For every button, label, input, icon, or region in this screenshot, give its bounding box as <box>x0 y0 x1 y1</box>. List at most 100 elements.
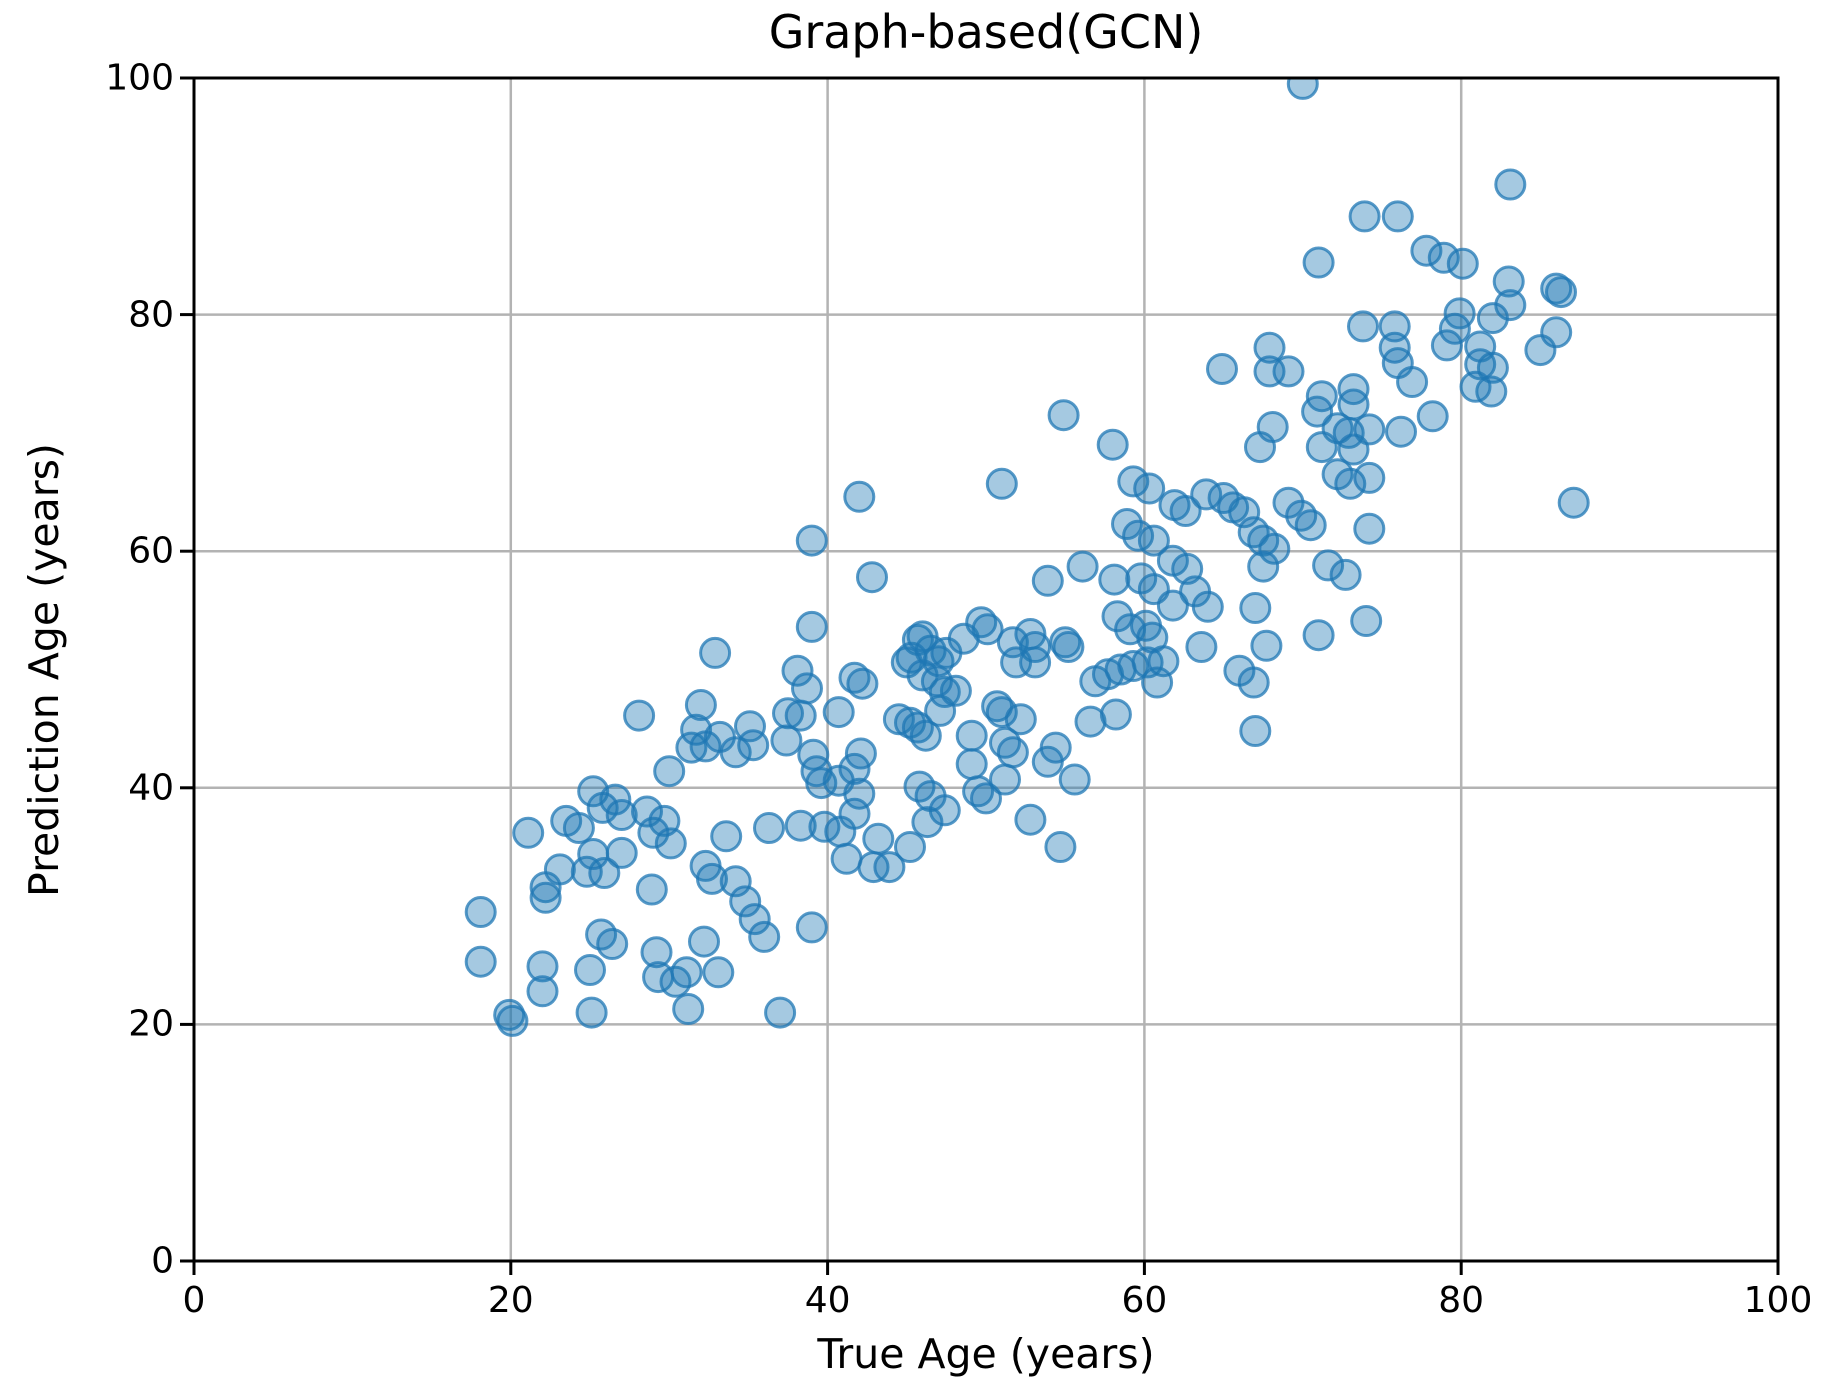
data-point <box>989 763 1021 796</box>
data-point <box>1353 461 1386 494</box>
data-point <box>577 838 610 870</box>
data-point <box>696 862 728 895</box>
y-tick-label: 100 <box>105 57 174 99</box>
data-point <box>753 812 785 844</box>
data-point <box>1557 486 1590 519</box>
data-point <box>873 851 906 884</box>
data-point <box>955 719 988 752</box>
data-point <box>596 928 629 960</box>
data-point <box>1117 465 1150 498</box>
data-point <box>1137 524 1170 557</box>
data-point <box>1353 413 1386 446</box>
data-point <box>729 885 762 918</box>
data-point <box>764 996 797 1029</box>
data-point <box>971 613 1004 646</box>
data-point <box>464 945 497 978</box>
data-point <box>684 689 717 721</box>
data-point <box>770 724 803 757</box>
data-point <box>909 719 942 752</box>
data-point <box>795 610 828 643</box>
data-point <box>830 842 863 875</box>
x-tick-label: 60 <box>1121 1280 1168 1321</box>
data-point <box>640 936 673 969</box>
data-point <box>911 806 944 839</box>
data-point <box>939 674 972 707</box>
data-point <box>894 831 926 863</box>
data-point <box>605 836 638 869</box>
data-point <box>1014 803 1047 836</box>
data-point <box>1066 550 1099 583</box>
data-point <box>1004 703 1037 736</box>
data-point <box>1141 666 1174 699</box>
data-point <box>928 794 961 827</box>
data-point <box>1378 310 1411 343</box>
data-point <box>1052 631 1085 663</box>
data-point <box>702 956 735 989</box>
data-point <box>1385 415 1417 448</box>
data-point <box>719 736 752 769</box>
data-point <box>1301 395 1334 428</box>
data-point <box>1247 550 1280 583</box>
data-point <box>1492 265 1525 298</box>
data-point <box>562 812 595 844</box>
data-point <box>906 620 939 653</box>
data-point <box>862 822 895 855</box>
data-point <box>1334 467 1367 500</box>
data-point <box>670 956 703 989</box>
x-tick-label: 20 <box>487 1280 534 1321</box>
data-point <box>1381 200 1414 233</box>
chart-title: Graph-based(GCN) <box>768 5 1204 59</box>
data-point <box>1545 276 1577 309</box>
data-point <box>699 636 732 669</box>
data-point <box>1302 246 1335 279</box>
data-point <box>955 748 988 781</box>
data-point <box>1353 512 1386 545</box>
y-tick-label: 60 <box>128 530 174 572</box>
y-tick-labels: 0 20 40 60 80 100 <box>0 0 174 1400</box>
data-point <box>586 791 619 824</box>
data-point <box>846 667 879 700</box>
data-point <box>605 799 638 831</box>
data-point <box>1098 563 1131 596</box>
plot-border <box>192 76 1780 1263</box>
data-point <box>1347 310 1379 343</box>
data-point <box>1459 370 1492 403</box>
data-point <box>1329 558 1362 591</box>
data-point <box>1031 564 1064 597</box>
y-tick-label: 80 <box>128 294 174 336</box>
data-point <box>1191 590 1224 623</box>
data-point <box>996 736 1029 769</box>
data-point <box>1239 715 1272 747</box>
data-point <box>672 993 705 1025</box>
data-point <box>844 737 877 770</box>
data-point <box>635 873 668 906</box>
y-tick-label: 20 <box>128 1003 174 1045</box>
x-axis-label: True Age (years) <box>817 1330 1155 1378</box>
x-tick-label: 100 <box>1743 1280 1813 1321</box>
data-point <box>1253 331 1286 364</box>
data-point <box>688 925 720 958</box>
data-point <box>1348 200 1381 233</box>
data-point <box>654 827 687 860</box>
y-tick-label: 0 <box>151 1240 174 1282</box>
data-point <box>543 853 576 886</box>
data-point <box>1396 366 1429 398</box>
data-point <box>1250 629 1283 662</box>
data-point <box>1096 428 1129 461</box>
data-point <box>1438 312 1471 345</box>
data-point <box>512 816 545 849</box>
data-point <box>464 896 497 928</box>
data-point <box>1302 619 1335 652</box>
data-point <box>1430 329 1463 362</box>
data-point <box>795 524 828 557</box>
data-point <box>623 699 656 732</box>
data-point <box>784 809 817 842</box>
data-point <box>575 996 608 1029</box>
data-point <box>1133 472 1166 505</box>
data-point <box>1111 508 1143 540</box>
data-point <box>1019 646 1052 679</box>
data-point <box>1206 353 1238 385</box>
data-point <box>1305 431 1338 464</box>
data-point <box>1312 549 1345 582</box>
